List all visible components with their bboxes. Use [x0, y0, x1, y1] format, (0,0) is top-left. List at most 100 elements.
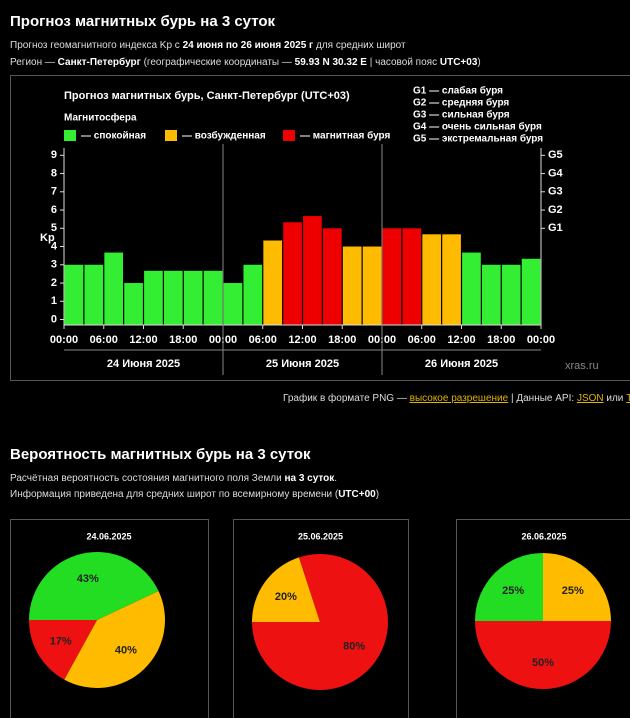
bar	[442, 234, 461, 325]
y-axis-label: Kp	[40, 232, 55, 244]
bar	[163, 270, 183, 325]
link[interactable]: высокое разрешение	[410, 393, 509, 404]
pie-title: 26.06.2025	[521, 531, 566, 541]
watermark: xras.ru	[565, 360, 599, 372]
text-run: (географические координаты —	[141, 56, 295, 68]
section-title: Вероятность магнитных бурь на 3 суток	[10, 446, 311, 463]
text-run: 59.93 N 30.32 E	[295, 57, 368, 68]
y-tick-label: 9	[51, 149, 57, 161]
legend-label: — возбужденная	[182, 130, 266, 142]
text-run: 24 июня по 26 июня 2025 г	[183, 40, 314, 51]
text-run: для средних широт	[313, 40, 406, 51]
bar	[183, 270, 203, 325]
bar	[521, 258, 541, 325]
scale-legend: G5 — экстремальная буря	[413, 133, 543, 145]
bar	[84, 264, 104, 325]
subtitle: Регион — Санкт-Петербург (географические…	[10, 56, 481, 68]
legend-swatch	[283, 130, 295, 141]
pie-slice	[543, 553, 611, 621]
y-tick-label: 5	[51, 222, 57, 234]
y2-tick-label: G4	[548, 167, 564, 179]
text-run: или	[604, 393, 627, 404]
text-run: График в формате PNG —	[283, 392, 410, 404]
bar	[422, 234, 442, 325]
x-tick-label: 18:00	[169, 334, 197, 346]
bar	[322, 228, 342, 325]
text-run: Расчётная вероятность состояния магнитно…	[10, 473, 284, 484]
bar	[144, 270, 163, 325]
x-tick-label: 18:00	[487, 334, 515, 346]
text-run: | Данные API:	[508, 393, 577, 404]
legend-label: — спокойная	[81, 131, 146, 142]
y-tick-label: 2	[51, 277, 57, 289]
text-run: )	[477, 57, 480, 68]
pie-label: 17%	[50, 635, 72, 647]
scale-legend: G3 — сильная буря	[413, 109, 510, 121]
link[interactable]: TXT	[626, 393, 630, 404]
x-tick-label: 12:00	[129, 334, 157, 346]
pie-slice	[29, 551, 159, 620]
bar	[223, 283, 243, 325]
text-run: | часовой пояс	[367, 57, 440, 68]
bar	[243, 264, 263, 325]
bar	[64, 264, 84, 325]
pie-label: 20%	[275, 591, 297, 603]
y2-tick-label: G5	[548, 149, 563, 161]
y2-tick-label: G1	[548, 222, 563, 234]
legend-swatch	[64, 130, 76, 141]
page-title: Прогноз магнитных бурь на 3 суток	[10, 13, 276, 30]
chart-title: Прогноз магнитных бурь, Санкт-Петербург …	[64, 90, 350, 102]
pie-slice	[29, 620, 97, 680]
pie-slice	[475, 553, 543, 621]
group-label: 26 Июня 2025	[425, 358, 498, 370]
pie-frame	[233, 519, 409, 718]
x-tick-label: 18:00	[328, 334, 356, 346]
pie-slice	[64, 591, 166, 688]
pie-slice	[475, 621, 611, 689]
pie-frame	[456, 519, 630, 718]
subtitle: Информация приведена для средних широт п…	[10, 488, 379, 500]
scale-legend: G2 — средняя буря	[413, 97, 509, 109]
pie-label: 50%	[532, 657, 554, 669]
pie-label: 25%	[562, 585, 584, 597]
y-tick-label: 8	[51, 167, 57, 179]
y2-tick-label: G3	[548, 186, 563, 198]
legend-label: — магнитная буря	[300, 130, 391, 142]
text-run: Прогноз геомагнитного индекса Kp с	[10, 40, 183, 51]
text-run: Санкт-Петербург	[58, 56, 141, 68]
x-tick-label: 06:00	[408, 334, 436, 346]
bar	[462, 252, 481, 325]
pie-title: 25.06.2025	[298, 531, 343, 541]
text-run: UTC+00	[338, 489, 376, 500]
pie-frame	[10, 519, 209, 718]
y-tick-label: 7	[51, 186, 57, 198]
y-tick-label: 0	[51, 313, 57, 325]
x-tick-label: 12:00	[288, 334, 316, 346]
text-run: UTC+03	[440, 57, 478, 68]
text-run: Регион —	[10, 57, 58, 68]
bar	[501, 264, 521, 325]
text-run: на 3 суток	[284, 473, 335, 484]
x-tick-label: 06:00	[90, 334, 118, 346]
links-line: График в формате PNG — высокое разрешени…	[283, 392, 630, 404]
y-tick-label: 4	[51, 240, 58, 252]
link[interactable]: JSON	[577, 393, 604, 404]
pie-slice	[252, 557, 320, 622]
bar	[303, 216, 322, 325]
bar	[402, 228, 422, 325]
bar	[283, 222, 302, 325]
bar	[124, 283, 143, 325]
bar	[104, 252, 124, 325]
pie-label: 80%	[343, 641, 365, 653]
group-label: 24 Июня 2025	[107, 358, 180, 370]
bar	[481, 264, 501, 325]
y-tick-label: 6	[51, 204, 57, 216]
text-run: )	[376, 489, 379, 500]
pie-title: 24.06.2025	[86, 531, 131, 541]
x-tick-label: 00:00	[527, 334, 555, 346]
text-run: .	[334, 473, 337, 484]
subtitle: Прогноз геомагнитного индекса Kp с 24 ию…	[10, 40, 406, 51]
scale-legend: G4 — очень сильная буря	[413, 121, 542, 133]
group-label: 25 Июня 2025	[266, 358, 339, 370]
